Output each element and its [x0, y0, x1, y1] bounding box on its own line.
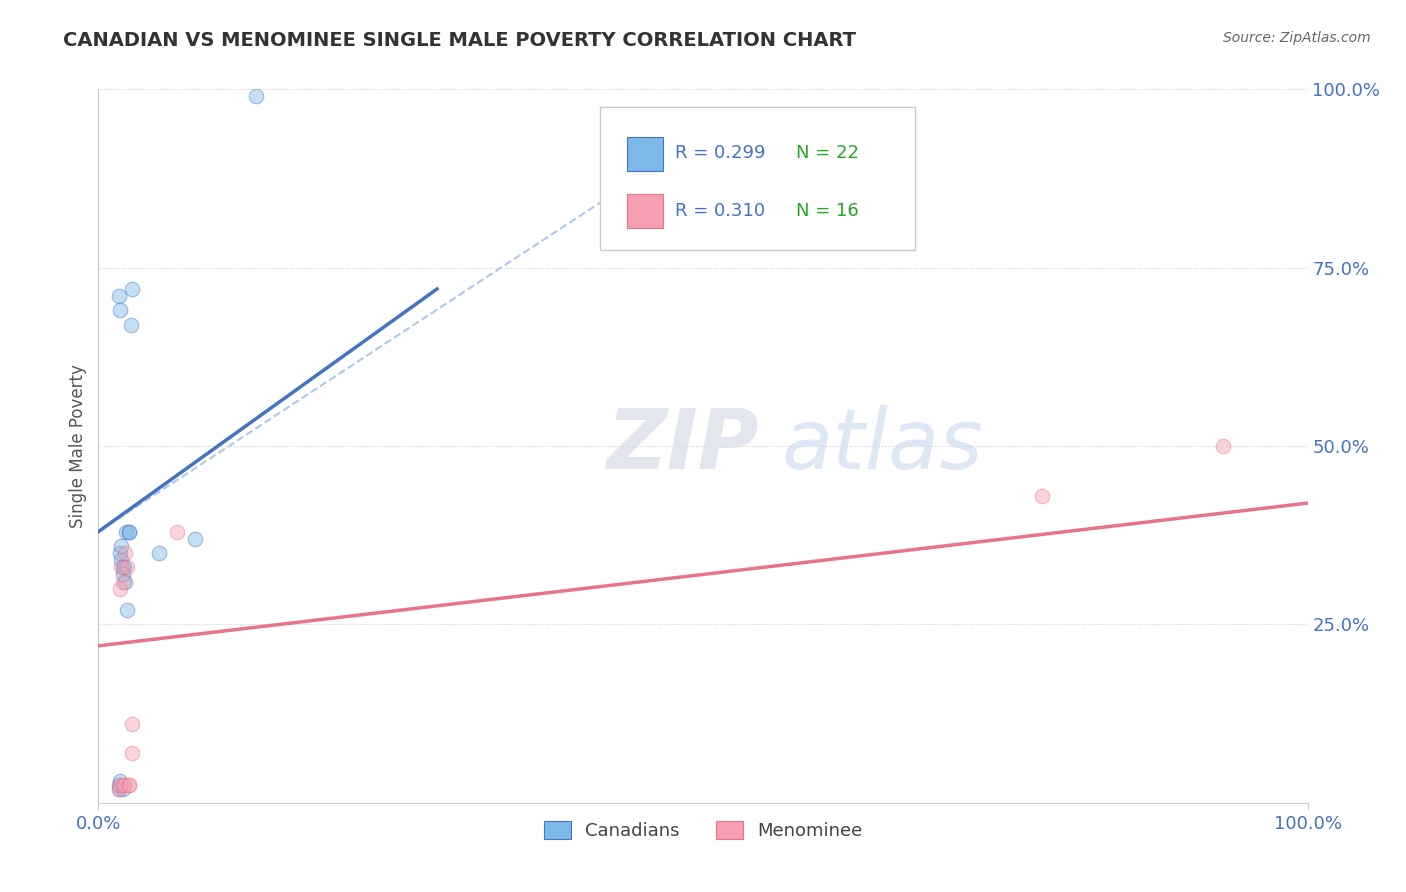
Point — [114, 574, 136, 589]
Point — [108, 778, 131, 792]
Point — [1212, 439, 1234, 453]
Text: R = 0.299: R = 0.299 — [675, 145, 766, 162]
Point — [112, 778, 135, 792]
Point — [108, 546, 131, 560]
Point — [111, 567, 134, 582]
Point — [108, 778, 131, 792]
Point — [121, 282, 143, 296]
Point — [110, 560, 132, 574]
Point — [118, 778, 141, 792]
Point — [112, 560, 135, 574]
Point — [117, 603, 139, 617]
Y-axis label: Single Male Poverty: Single Male Poverty — [69, 364, 87, 528]
Text: Source: ZipAtlas.com: Source: ZipAtlas.com — [1223, 31, 1371, 45]
Point — [121, 746, 143, 760]
Point — [118, 524, 141, 539]
Text: N = 22: N = 22 — [796, 145, 859, 162]
Point — [148, 546, 170, 560]
Point — [166, 524, 188, 539]
Bar — [627, 137, 664, 171]
Point — [118, 524, 141, 539]
Point — [108, 289, 131, 303]
Text: N = 16: N = 16 — [796, 202, 859, 219]
Text: ZIP: ZIP — [606, 406, 759, 486]
Point — [245, 89, 267, 103]
Point — [115, 524, 138, 539]
Point — [111, 778, 134, 792]
Point — [111, 574, 134, 589]
Point — [110, 553, 132, 567]
Point — [120, 318, 142, 332]
FancyBboxPatch shape — [600, 107, 915, 250]
Bar — [627, 194, 664, 228]
Point — [184, 532, 207, 546]
Point — [117, 560, 139, 574]
Point — [110, 539, 132, 553]
Legend: Canadians, Menominee: Canadians, Menominee — [536, 814, 870, 847]
Point — [108, 303, 131, 318]
Point — [108, 781, 131, 796]
Point — [108, 781, 131, 796]
Point — [108, 582, 131, 596]
Point — [108, 774, 131, 789]
Text: R = 0.310: R = 0.310 — [675, 202, 765, 219]
Text: atlas: atlas — [782, 406, 983, 486]
Point — [111, 781, 134, 796]
Point — [118, 778, 141, 792]
Text: CANADIAN VS MENOMINEE SINGLE MALE POVERTY CORRELATION CHART: CANADIAN VS MENOMINEE SINGLE MALE POVERT… — [63, 31, 856, 50]
Point — [121, 717, 143, 731]
Point — [111, 560, 134, 574]
Point — [1031, 489, 1053, 503]
Point — [114, 546, 136, 560]
